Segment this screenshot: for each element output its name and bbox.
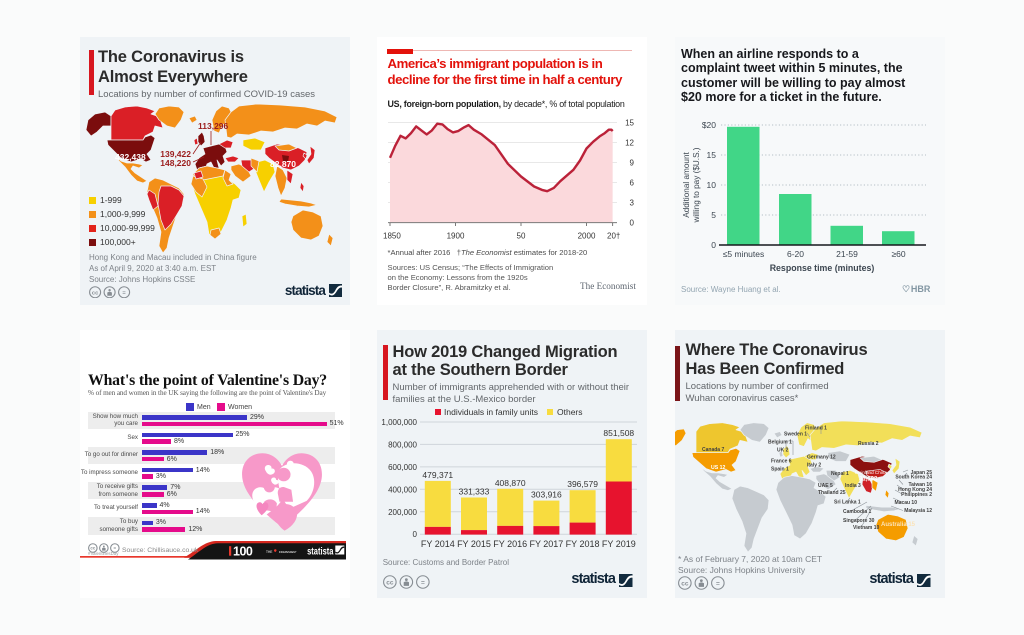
svg-text:12: 12 [625,139,634,148]
svg-text:Sri Lanka 1: Sri Lanka 1 [834,500,861,506]
svg-text:50: 50 [517,232,526,241]
svg-text:Mainland China: Mainland China [855,470,887,475]
svg-text:Additional amount: Additional amount [682,152,691,218]
svg-text:Italy 2: Italy 2 [807,463,821,469]
svg-text:=: = [122,290,126,296]
svg-text:Russia 2: Russia 2 [858,441,879,447]
svg-text:≥60: ≥60 [891,249,905,259]
svg-text:=: = [716,580,720,587]
svg-text:396,579: 396,579 [567,479,598,489]
svg-text:FY 2019: FY 2019 [602,539,636,549]
svg-text:479,371: 479,371 [422,470,453,480]
svg-text:cc: cc [681,580,689,587]
svg-text:Belgium 1: Belgium 1 [768,440,792,446]
svg-text:Macau 10: Macau 10 [894,500,917,506]
svg-text:15: 15 [707,150,717,160]
svg-text:France 6: France 6 [771,459,792,465]
svg-text:15: 15 [625,118,634,127]
svg-text:Malaysia 12: Malaysia 12 [904,508,932,514]
svg-text:Taiwan 16: Taiwan 16 [908,482,932,488]
svg-text:South Korea 24: South Korea 24 [895,475,932,481]
svg-text:400,000: 400,000 [388,485,417,494]
svg-text:FY 2018: FY 2018 [566,539,600,549]
svg-text:1850: 1850 [383,232,401,241]
svg-text:Singapore 30: Singapore 30 [843,518,875,524]
svg-text:Philippines 2: Philippines 2 [901,492,932,498]
svg-text:9: 9 [630,159,635,168]
svg-text:21-59: 21-59 [836,249,858,259]
svg-text:0: 0 [630,219,635,228]
svg-text:148,220: 148,220 [160,158,191,168]
svg-text:139,422: 139,422 [160,149,191,159]
svg-text:Cambodia 1: Cambodia 1 [843,509,872,515]
svg-text:851,508: 851,508 [603,428,634,438]
svg-text:Vietnam 10: Vietnam 10 [853,525,880,531]
svg-text:100: 100 [233,544,253,558]
svg-text:800,000: 800,000 [388,440,417,449]
svg-text:cc: cc [92,290,98,296]
svg-text:331,333: 331,333 [459,487,490,497]
svg-text:FY 2017: FY 2017 [529,539,563,549]
svg-text:INDEPENDENT: INDEPENDENT [279,550,297,554]
svg-text:cc: cc [90,546,95,551]
svg-text:Germany 12: Germany 12 [807,455,836,461]
svg-text:Hong Kong 24: Hong Kong 24 [898,487,932,493]
svg-text:Sweden 1: Sweden 1 [784,432,807,438]
svg-text:200,000: 200,000 [388,508,417,517]
svg-text:1,000,000: 1,000,000 [381,418,417,427]
svg-text:statista: statista [307,545,334,556]
svg-text:0: 0 [413,530,418,539]
svg-text:≤5 minutes: ≤5 minutes [723,249,765,259]
svg-text:31,198: 31,198 [859,477,878,483]
svg-text:Thailand 25: Thailand 25 [818,490,846,496]
svg-text:US 12: US 12 [711,465,726,471]
svg-text:UAE 5: UAE 5 [818,483,833,489]
svg-text:FY 2016: FY 2016 [493,539,527,549]
svg-text:3: 3 [630,199,635,208]
svg-text:THE: THE [266,550,272,554]
svg-text:0: 0 [711,240,716,250]
svg-text:cc: cc [386,579,394,586]
svg-text:Canada 7: Canada 7 [702,447,724,453]
svg-text:1900: 1900 [447,232,465,241]
svg-text:2000: 2000 [578,232,596,241]
svg-text:82,870: 82,870 [270,159,296,169]
svg-text:113,296: 113,296 [198,121,229,131]
svg-text:20†: 20† [607,232,620,241]
svg-text:$20: $20 [702,120,716,130]
svg-text:=: = [114,546,117,551]
svg-text:6: 6 [630,179,635,188]
svg-text:600,000: 600,000 [388,463,417,472]
svg-text:303,916: 303,916 [531,490,562,500]
svg-text:FY 2015: FY 2015 [457,539,491,549]
svg-text:Response time (minutes): Response time (minutes) [770,263,875,273]
svg-text:India 3: India 3 [845,483,861,489]
svg-text:=: = [421,579,425,586]
svg-text:willing to pay ($U.S.): willing to pay ($U.S.) [692,147,701,223]
svg-text:UK 2: UK 2 [777,448,789,454]
svg-text:FY 2014: FY 2014 [421,539,455,549]
svg-text:6-20: 6-20 [787,249,804,259]
svg-text:Nepal 1: Nepal 1 [831,471,849,477]
svg-text:408,870: 408,870 [495,478,526,488]
svg-text:Australia 15: Australia 15 [881,522,916,528]
svg-text:Spain 1: Spain 1 [771,467,789,473]
svg-text:Japan 25: Japan 25 [911,470,933,476]
svg-text:5: 5 [711,210,716,220]
svg-text:10: 10 [707,180,717,190]
svg-text:Finland 1: Finland 1 [805,426,827,432]
svg-text:432,438: 432,438 [115,152,146,162]
